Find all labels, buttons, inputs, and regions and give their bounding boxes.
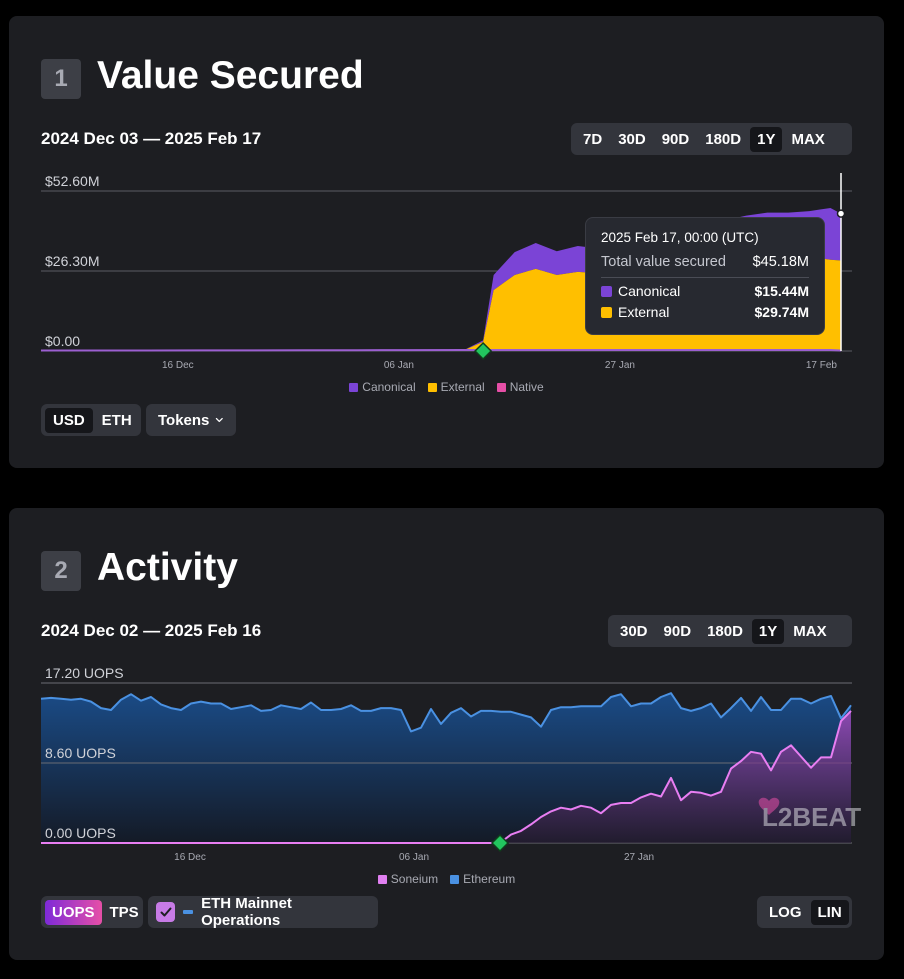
range-option-7d[interactable]: 7D [583, 130, 603, 148]
external-swatch [601, 306, 612, 318]
range-option-1y[interactable]: 1Y [750, 126, 783, 152]
date-range: 2024 Dec 02 — 2025 Feb 16 [41, 621, 262, 640]
launch-marker-icon[interactable] [490, 833, 510, 853]
activity-chart[interactable]: 0.00 UOPS 8.60 UOPS 17.20 UOPS 16 Dec 06 Jan… [40, 663, 861, 873]
legend-label: Soneium [390, 872, 439, 886]
y-tick-label: 17.20 UOPS [45, 665, 124, 681]
legend-swatch [427, 382, 437, 392]
chart-legend: Soneium Ethereum [9, 872, 884, 886]
legend-swatch [450, 874, 460, 884]
legend-item-native[interactable]: Native [496, 380, 544, 394]
y-tick-label: $0.00 [45, 333, 80, 349]
tooltip-total-value: $45.18M [752, 254, 809, 270]
range-option-90d[interactable]: 90D [663, 622, 692, 640]
legend-swatch [377, 874, 387, 884]
watermark-text: L2BEAT [762, 802, 861, 832]
tooltip-total: Total value secured $45.18M [601, 254, 809, 278]
currency-option-eth[interactable]: ETH [101, 411, 132, 429]
legend-item-soneium[interactable]: Soneium [377, 872, 439, 886]
scale-toggle: LOG LIN [757, 896, 852, 928]
tooltip-row-value: $29.74M [754, 304, 809, 320]
time-range-selector: 7D 30D 90D 180D 1Y MAX [571, 123, 852, 155]
range-option-180d[interactable]: 180D [705, 130, 742, 148]
x-tick-label: 16 Dec [162, 360, 194, 371]
activity-card: 2 Activity 2024 Dec 02 — 2025 Feb 16 30D… [9, 508, 884, 960]
legend-label: Native [509, 380, 544, 394]
tokens-label: Tokens [158, 411, 210, 429]
legend-label: Ethereum [463, 872, 516, 886]
tooltip-total-label: Total value secured [601, 254, 726, 270]
currency-toggle: USD ETH [41, 404, 141, 436]
metric-toggle: UOPS TPS [41, 896, 143, 928]
time-range-selector: 30D 90D 180D 1Y MAX [608, 615, 852, 647]
metric-option-tps[interactable]: TPS [109, 903, 139, 921]
x-tick-label: 06 Jan [399, 852, 429, 863]
range-option-max[interactable]: MAX [791, 130, 825, 148]
legend-item-external[interactable]: External [427, 380, 485, 394]
eth-mainnet-toggle[interactable]: ETH Mainnet Operations [148, 895, 378, 929]
value-secured-card: 1 Value Secured 2024 Dec 03 — 2025 Feb 1… [9, 16, 884, 468]
legend-label: Canonical [362, 380, 416, 394]
metric-option-uops[interactable]: UOPS [45, 899, 102, 925]
hover-point [836, 209, 846, 218]
tooltip-row-external: External $29.74M [601, 304, 809, 320]
tooltip-row-value: $15.44M [754, 283, 809, 299]
section-number: 1 [41, 59, 81, 99]
range-option-30d[interactable]: 30D [618, 130, 646, 148]
y-tick-label: 8.60 UOPS [45, 745, 116, 761]
date-range: 2024 Dec 03 — 2025 Feb 17 [41, 129, 262, 148]
section-number: 2 [41, 551, 81, 591]
range-option-180d[interactable]: 180D [707, 622, 743, 640]
legend-item-canonical[interactable]: Canonical [349, 380, 416, 394]
x-tick-label: 27 Jan [624, 852, 654, 863]
legend-item-ethereum[interactable]: Ethereum [450, 872, 515, 886]
tooltip-date: 2025 Feb 17, 00:00 (UTC) [601, 230, 759, 245]
check-icon [160, 907, 172, 917]
tooltip-row-label: Canonical [618, 283, 681, 299]
chart-tooltip: 2025 Feb 17, 00:00 (UTC) Total value sec… [585, 217, 825, 335]
l2beat-watermark-logo: L2BEAT [758, 797, 861, 832]
range-option-90d[interactable]: 90D [661, 130, 690, 148]
range-option-30d[interactable]: 30D [620, 622, 648, 640]
y-tick-label: 0.00 UOPS [45, 825, 116, 841]
currency-option-usd[interactable]: USD [45, 407, 93, 433]
series-soneium-line [41, 710, 852, 844]
range-option-1y[interactable]: 1Y [751, 618, 785, 644]
series-ethereum-line [40, 692, 852, 733]
chart-legend: Canonical External Native [9, 380, 884, 394]
chevron-down-icon [216, 417, 224, 423]
y-tick-label: $52.60M [45, 173, 99, 189]
eth-mainnet-line-icon [183, 910, 194, 914]
scale-option-lin[interactable]: LIN [810, 899, 849, 925]
legend-label: External [440, 380, 485, 394]
eth-mainnet-label: ETH Mainnet Operations [201, 895, 292, 929]
section-title: Value Secured [97, 54, 364, 97]
tooltip-row-canonical: Canonical $15.44M [601, 283, 809, 299]
scale-option-log[interactable]: LOG [769, 903, 802, 921]
checkbox[interactable] [156, 902, 176, 922]
y-tick-label: $26.30M [45, 253, 99, 269]
legend-swatch [349, 382, 359, 392]
tokens-dropdown[interactable]: Tokens [146, 404, 236, 436]
x-tick-label: 27 Jan [605, 360, 635, 371]
x-tick-label: 17 Feb [806, 360, 838, 371]
x-tick-label: 16 Dec [174, 852, 206, 863]
series-soneium-area [41, 710, 851, 843]
range-option-max[interactable]: MAX [793, 622, 827, 640]
section-title: Activity [97, 546, 238, 589]
legend-swatch [496, 382, 506, 392]
launch-marker-icon[interactable] [474, 341, 493, 361]
tooltip-row-label: External [618, 304, 670, 320]
x-tick-label: 06 Jan [384, 360, 414, 371]
canonical-swatch [601, 285, 612, 297]
